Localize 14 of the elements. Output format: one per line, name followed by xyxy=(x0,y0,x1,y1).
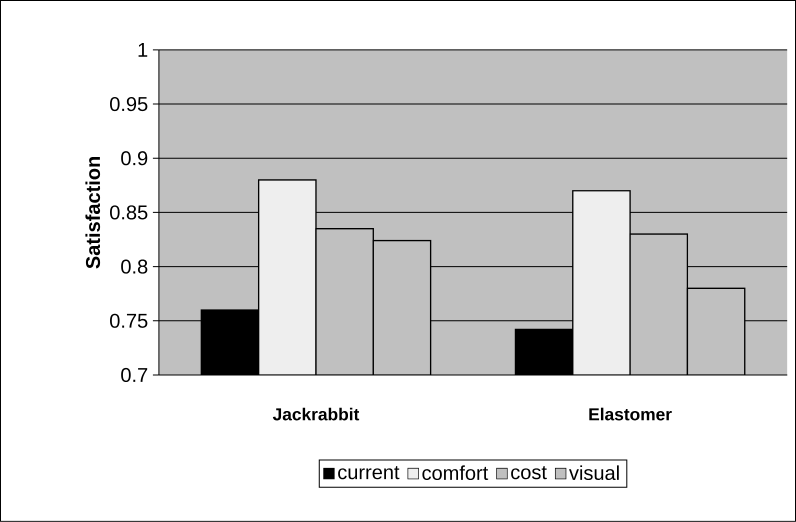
y-tick-label: 0.75 xyxy=(110,314,148,328)
legend-label: current xyxy=(338,466,400,480)
y-tick-label: 0.7 xyxy=(121,368,148,382)
y-axis-title: Satisfaction xyxy=(85,157,100,269)
y-tick-label: 0.9 xyxy=(121,151,148,166)
y-tick-label: 0.8 xyxy=(121,260,148,274)
legend-label: visual xyxy=(569,465,619,480)
y-tick-label: 0.95 xyxy=(110,97,148,112)
y-tick-label: 1 xyxy=(138,43,148,57)
legend-label: cost xyxy=(511,466,547,480)
legend-label: comfort xyxy=(422,465,488,480)
x-tick-label: Jackrabbit xyxy=(272,408,360,421)
x-tick-label: Elastomer xyxy=(589,408,672,421)
y-tick-label: 0.85 xyxy=(110,205,148,220)
